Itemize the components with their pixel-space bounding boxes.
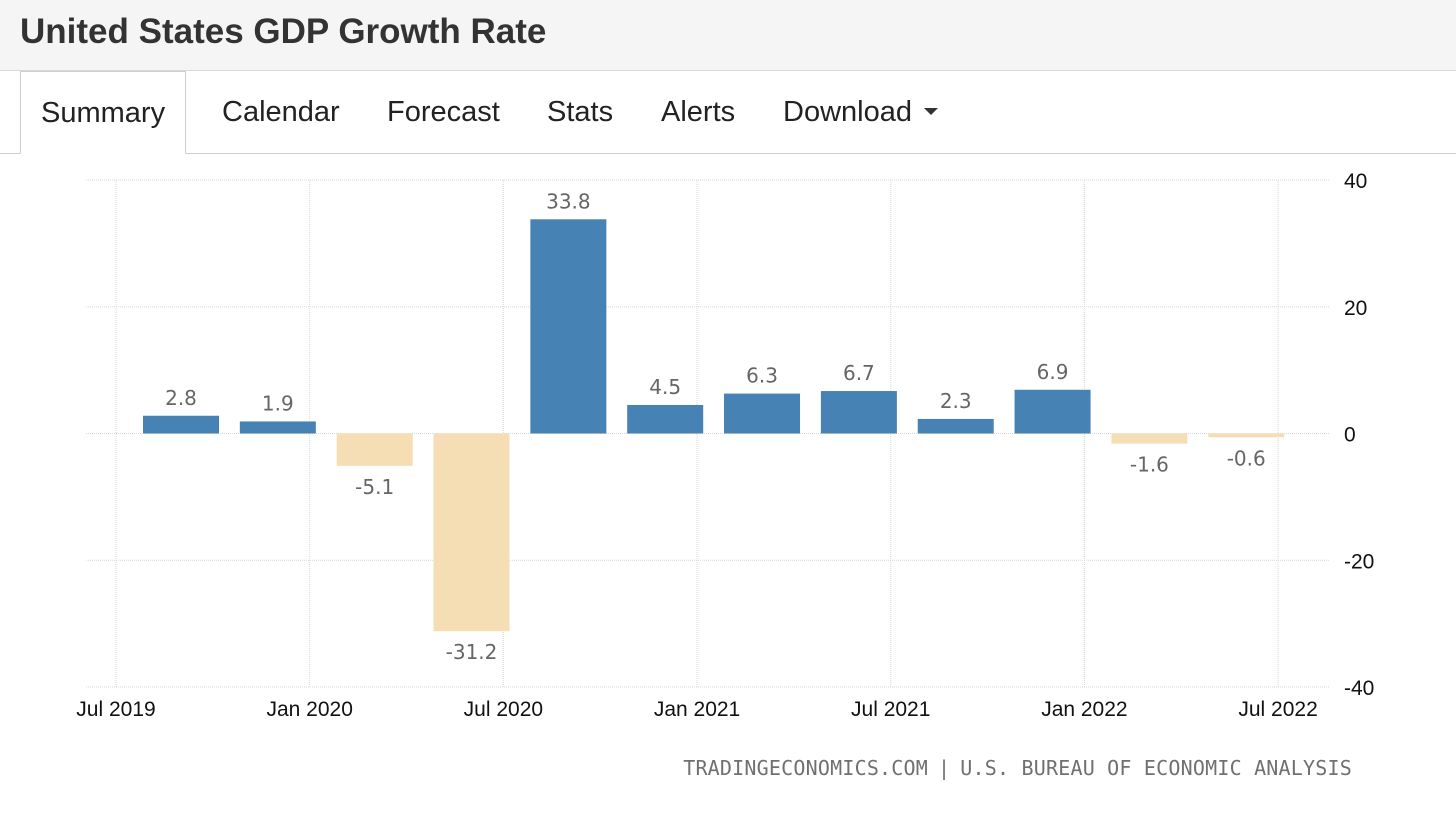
x-tick-label: Jul 2019 — [76, 698, 155, 721]
tab-stats-label: Stats — [547, 96, 614, 128]
data-label: 33.8 — [546, 189, 591, 213]
y-tick-label: -40 — [1344, 677, 1374, 700]
x-tick-label: Jul 2021 — [851, 698, 930, 721]
bar — [820, 391, 897, 434]
x-tick-label: Jan 2021 — [654, 698, 740, 721]
data-label: -1.6 — [1130, 453, 1169, 477]
data-label: -5.1 — [355, 475, 394, 499]
y-tick-label: 40 — [1344, 170, 1367, 193]
bar — [1111, 433, 1188, 444]
data-label: 4.5 — [649, 375, 681, 399]
tab-alerts-label: Alerts — [661, 96, 736, 128]
data-label: 6.9 — [1037, 360, 1069, 384]
bar — [917, 418, 994, 434]
source-agency: U.S. BUREAU OF ECONOMIC ANALYSIS — [960, 756, 1352, 780]
gdp-bar-chart: 2.8 1.9 -5.1 -31.2 33.8 4.5 6.3 6.7 2.3 6.9 -1.6 -0… — [76, 170, 1374, 721]
bar — [724, 393, 801, 434]
data-label: 1.9 — [262, 391, 294, 415]
bar — [1014, 389, 1091, 434]
bar — [530, 219, 607, 434]
data-label: 6.7 — [843, 361, 875, 385]
data-label: -0.6 — [1227, 446, 1266, 470]
y-tick-label: 20 — [1344, 297, 1367, 320]
x-tick-label: Jul 2022 — [1238, 698, 1317, 721]
source-credit: TRADINGECONOMICS.COM | U.S. BUREAU OF ECON… — [0, 756, 1352, 780]
source-separator: | — [938, 756, 951, 780]
data-label: 6.3 — [746, 364, 778, 388]
tab-bar: Summary Calendar Forecast Stats Alerts D… — [0, 71, 1456, 154]
x-tick-label: Jan 2022 — [1041, 698, 1127, 721]
caret-down-icon — [923, 107, 938, 115]
bar — [239, 421, 316, 434]
x-tick-label: Jan 2020 — [266, 698, 352, 721]
tab-stats[interactable]: Stats — [547, 71, 613, 153]
bar — [336, 433, 413, 466]
y-tick-label: -20 — [1344, 550, 1374, 573]
chart-bars — [143, 219, 1285, 632]
source-site[interactable]: TRADINGECONOMICS.COM — [683, 756, 929, 780]
tab-summary-label: Summary — [41, 97, 166, 129]
bar — [143, 415, 219, 434]
tab-forecast-label: Forecast — [387, 96, 500, 128]
bar — [433, 433, 510, 632]
tab-calendar[interactable]: Calendar — [222, 71, 340, 153]
bar — [1208, 433, 1285, 438]
tab-summary[interactable]: Summary — [20, 71, 187, 154]
data-label: -31.2 — [446, 640, 498, 664]
tab-download[interactable]: Download — [783, 71, 938, 153]
tab-forecast[interactable]: Forecast — [387, 71, 500, 153]
tab-bar-left-rule — [0, 153, 20, 154]
x-tick-label: Jul 2020 — [464, 698, 543, 721]
y-tick-label: 0 — [1344, 424, 1356, 447]
tab-alerts[interactable]: Alerts — [661, 71, 735, 153]
data-label: 2.3 — [940, 389, 972, 413]
page-title: United States GDP Growth Rate — [20, 12, 547, 51]
bar — [627, 404, 704, 434]
chart-data-labels: 2.8 1.9 -5.1 -31.2 33.8 4.5 6.3 6.7 2.3 6.9 -1.6 -0… — [165, 189, 1266, 664]
header-bar: United States GDP Growth Rate — [0, 0, 1456, 71]
chart-axis-labels: 40 20 0 -20 -40 Jul 2019 Jan 2020 Jul 2020 Jan 2… — [76, 170, 1374, 721]
data-label: 2.8 — [165, 386, 197, 410]
tab-calendar-label: Calendar — [222, 96, 340, 128]
tab-download-label: Download — [783, 96, 912, 128]
